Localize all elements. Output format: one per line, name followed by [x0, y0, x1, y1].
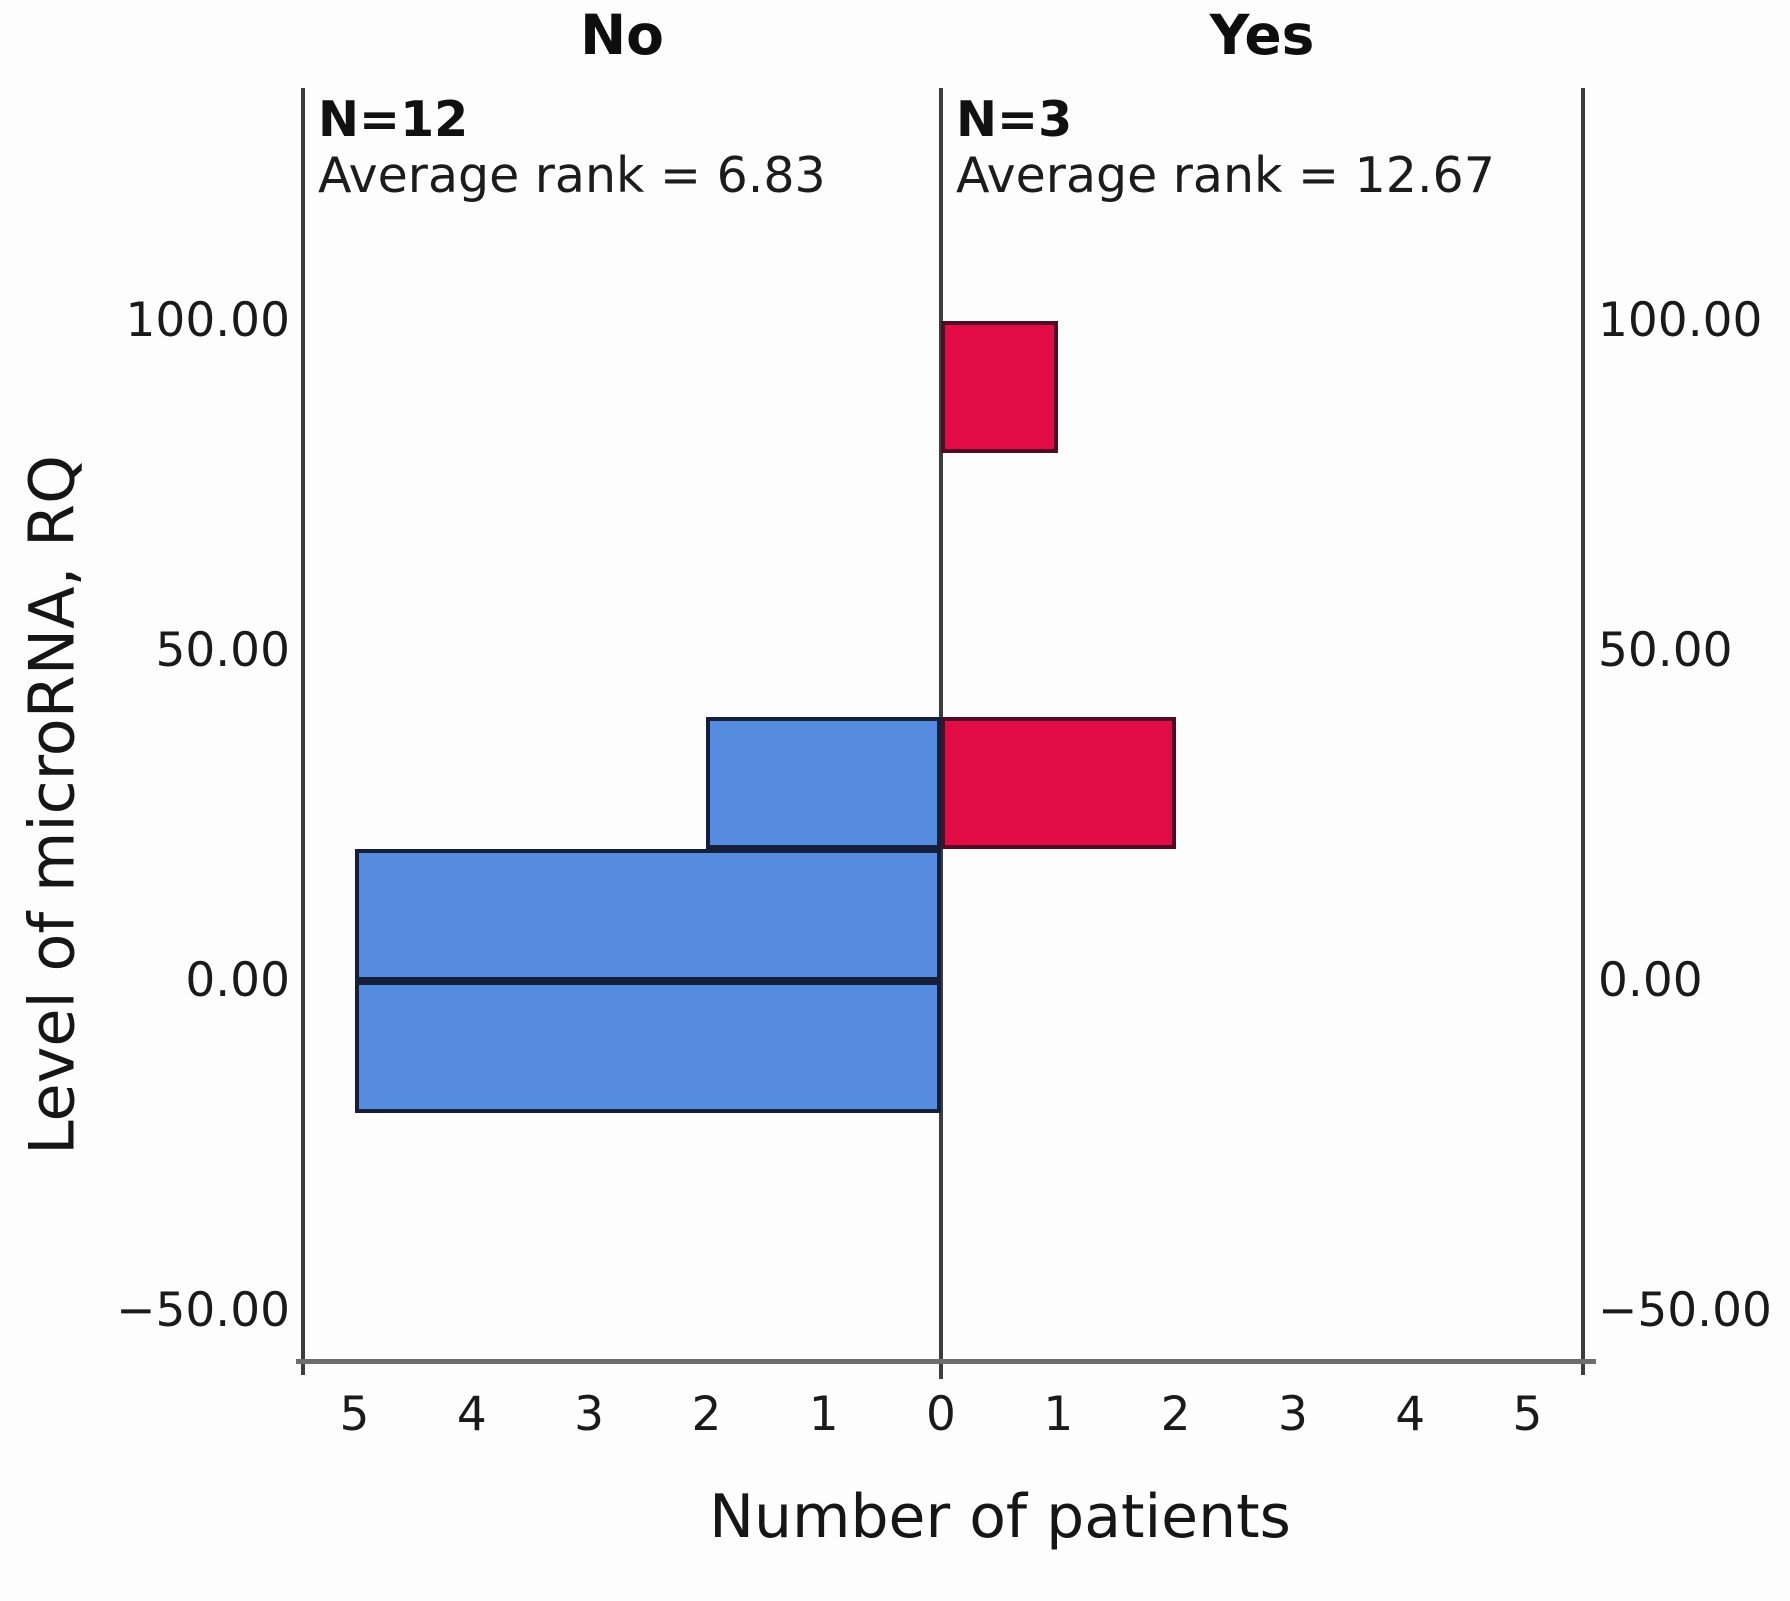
bar-yes-bin-80-100 — [941, 321, 1059, 453]
x-tick-label: 3 — [574, 1387, 605, 1442]
y-axis-title: Level of microRNA, RQ — [15, 455, 89, 1155]
panel-header-yes: Yes — [1209, 3, 1315, 67]
y-tick-label-left: 50.00 — [155, 623, 290, 678]
y-tick-label-right: 0.00 — [1598, 953, 1703, 1008]
y-tick-label-left: 0.00 — [185, 953, 290, 1008]
x-axis-line — [296, 1359, 1596, 1364]
annotation-n-yes: N=3 — [956, 91, 1073, 148]
x-tick-label: 1 — [808, 1387, 839, 1442]
bar-no-bin--20-0 — [354, 981, 941, 1113]
x-tick-label: 4 — [456, 1387, 487, 1442]
x-tick-label: 5 — [339, 1387, 370, 1442]
x-tick-label: 3 — [1277, 1387, 1308, 1442]
bar-no-bin-20-40 — [706, 717, 941, 849]
annotation-avg-rank-no: Average rank = 6.83 — [318, 147, 826, 204]
annotation-avg-rank-yes: Average rank = 12.67 — [956, 147, 1495, 204]
y-tick-label-right: 50.00 — [1598, 623, 1733, 678]
x-tick-label: 2 — [691, 1387, 722, 1442]
bar-yes-bin-20-40 — [941, 717, 1176, 849]
x-tick-label: 5 — [1512, 1387, 1543, 1442]
annotation-n-no: N=12 — [318, 91, 469, 148]
y-axis-line-left — [301, 88, 305, 1375]
x-axis-title: Number of patients — [709, 1482, 1291, 1552]
x-tick-label: 2 — [1160, 1387, 1191, 1442]
x-tick-label: 0 — [926, 1387, 956, 1442]
y-axis-line-right — [1581, 88, 1585, 1375]
y-tick-label-left: −50.00 — [116, 1283, 290, 1338]
x-tick-label: 4 — [1395, 1387, 1426, 1442]
panel-header-no: No — [580, 3, 664, 67]
y-tick-label-left: 100.00 — [125, 293, 290, 348]
bar-no-bin-0-20 — [354, 849, 941, 981]
x-tick-label: 1 — [1043, 1387, 1074, 1442]
y-tick-label-right: 100.00 — [1598, 293, 1763, 348]
y-tick-label-right: −50.00 — [1598, 1283, 1772, 1338]
